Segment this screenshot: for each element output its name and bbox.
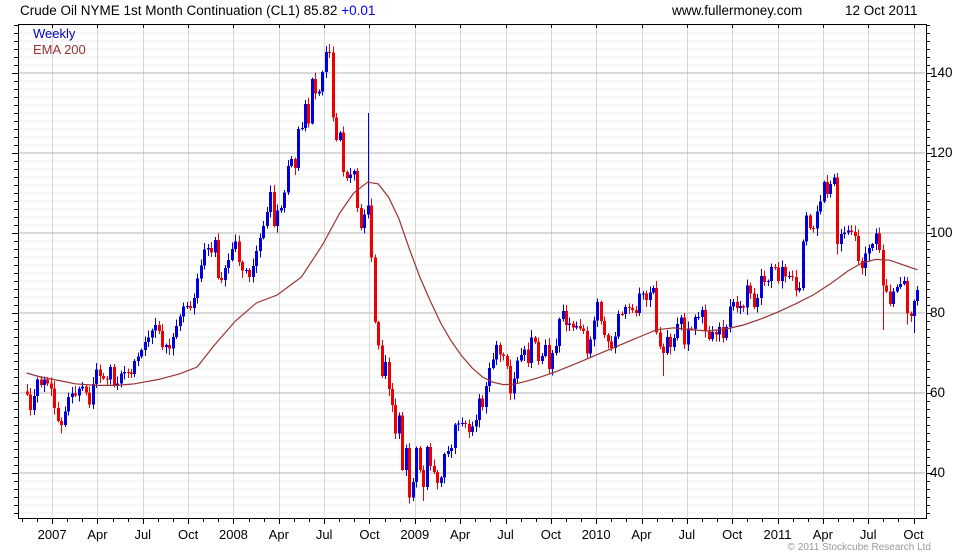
- date-label: 12 Oct 2011: [845, 3, 918, 18]
- chart-title-row: Crude Oil NYME 1st Month Continuation (C…: [20, 3, 375, 18]
- y-axis-label: 140: [930, 65, 953, 80]
- x-axis-label: Oct: [177, 527, 199, 542]
- chart-title: Crude Oil NYME 1st Month Continuation (C…: [20, 3, 300, 18]
- website-label: www.fullermoney.com: [672, 3, 803, 18]
- axes: [12, 24, 932, 524]
- x-axis-label: Jul: [134, 527, 152, 542]
- x-axis-label: Oct: [722, 527, 743, 542]
- candles: [26, 43, 919, 504]
- x-axis-label: Oct: [359, 527, 380, 542]
- x-axis-label: 2010: [581, 527, 611, 542]
- y-axis-label: 60: [930, 385, 946, 400]
- x-axis-label: Jul: [315, 527, 333, 542]
- x-axis-label: Apr: [812, 527, 833, 542]
- x-axis-label: Jul: [859, 527, 877, 542]
- ema-200-line: [26, 181, 918, 386]
- y-axis-label: 80: [930, 305, 946, 320]
- x-axis-label: Jul: [497, 527, 514, 542]
- x-axis-label: Apr: [87, 527, 108, 542]
- price-change: +0.01: [341, 3, 376, 18]
- y-axis-label: 120: [930, 145, 953, 160]
- x-axis-label: 2008: [218, 527, 248, 542]
- y-axis-label: 40: [930, 465, 946, 480]
- x-axis-label: 2009: [400, 527, 430, 542]
- copyright-notice: © 2011 Stockcube Research Ltd: [787, 542, 931, 553]
- x-axis-label: Oct: [540, 527, 561, 542]
- x-axis-label: Apr: [268, 527, 289, 542]
- legend-timeframe: Weekly: [33, 26, 76, 41]
- legend-ema200: EMA 200: [33, 42, 86, 57]
- x-axis-label: Apr: [450, 527, 471, 542]
- plot-border: [18, 24, 927, 519]
- y-axis-label: 100: [930, 225, 953, 240]
- x-axis-label: 2007: [37, 527, 67, 542]
- grid: [19, 24, 925, 517]
- last-price: 85.82: [303, 3, 338, 18]
- x-axis-label: Oct: [903, 527, 924, 542]
- x-axis-label: 2011: [763, 527, 792, 542]
- x-axis-label: Jul: [678, 527, 696, 542]
- x-axis-label: Apr: [631, 527, 652, 542]
